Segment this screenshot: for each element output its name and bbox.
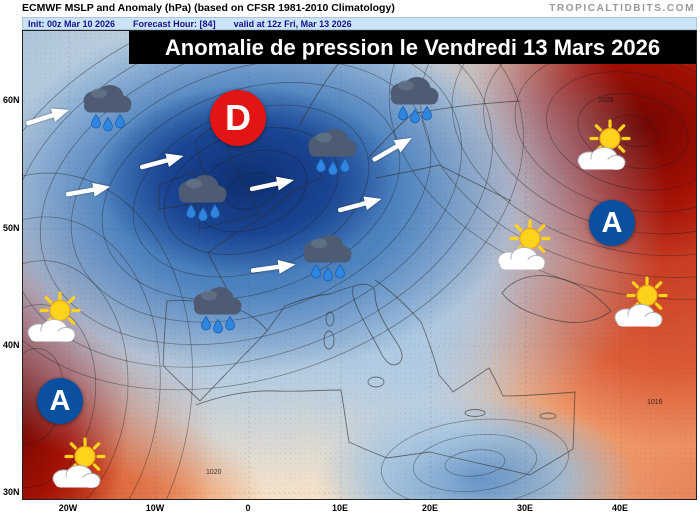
lon-label: 20W bbox=[58, 503, 78, 513]
title-banner: Anomalie de pression le Vendredi 13 Mars… bbox=[129, 31, 696, 64]
lat-label: 30N bbox=[3, 487, 20, 497]
lat-label: 60N bbox=[3, 95, 20, 105]
lon-label: 10E bbox=[331, 503, 349, 513]
banner-text: Anomalie de pression le Vendredi 13 Mars… bbox=[164, 34, 661, 60]
lat-label: 40N bbox=[3, 340, 20, 350]
lon-label: 30E bbox=[516, 503, 534, 513]
forecast-info-bar: Init: 00z Mar 10 2026 Forecast Hour: [84… bbox=[22, 17, 697, 30]
page-title: ECMWF MSLP and Anomaly (hPa) (based on C… bbox=[22, 2, 395, 14]
map: Anomalie de pression le Vendredi 13 Mars… bbox=[22, 30, 697, 500]
lon-label: 10W bbox=[145, 503, 165, 513]
forecast-hour: Forecast Hour: [84] bbox=[133, 18, 216, 29]
valid-time: valid at 12z Fri, Mar 13 2026 bbox=[233, 18, 352, 29]
lon-label: 40E bbox=[611, 503, 629, 513]
header-bar: ECMWF MSLP and Anomaly (hPa) (based on C… bbox=[0, 0, 700, 17]
init-time: Init: 00z Mar 10 2026 bbox=[28, 18, 116, 29]
contour-lines bbox=[23, 31, 696, 499]
site-watermark: TROPICALTIDBITS.COM bbox=[549, 3, 695, 14]
lat-label: 50N bbox=[3, 223, 20, 233]
lon-label: 20E bbox=[421, 503, 439, 513]
lon-label: 0 bbox=[245, 503, 251, 513]
